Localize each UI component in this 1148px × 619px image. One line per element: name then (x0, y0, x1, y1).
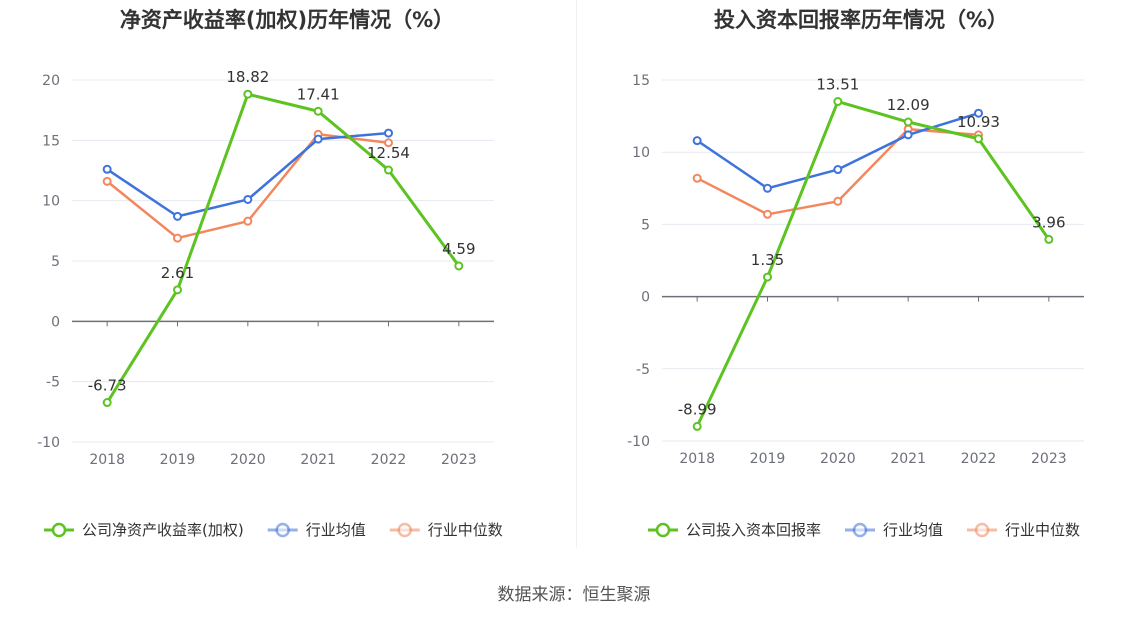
data-point-median (692, 173, 702, 183)
x-tick-label: 2019 (160, 452, 196, 468)
data-point-company (974, 134, 983, 144)
data-point-median (833, 196, 843, 206)
chart-roe-svg: -10 -5 0 5 10 15 20 2018 2019 2020 2021 2022 2023 -6.… (37, 68, 503, 539)
x-tick-label: 2020 (230, 452, 266, 468)
data-point-avg (243, 194, 253, 204)
data-label: 4.59 (442, 240, 475, 258)
x-tick-label: 2018 (89, 452, 125, 468)
y-tick-label: -10 (37, 435, 60, 451)
data-point-median (173, 233, 182, 243)
data-label: 18.82 (226, 68, 269, 86)
data-point-company (833, 97, 843, 107)
data-point-avg (384, 128, 393, 138)
data-point-avg (173, 211, 182, 221)
chart-title: 投入资本回报率历年情况（%） (713, 8, 1009, 32)
legend-marker-median (974, 522, 990, 538)
chart-panel-roe: 净资产收益率(加权)历年情况（%） -10 -5 0 5 10 15 20 2018 2019 2… (0, 0, 574, 560)
x-tick-label: 2020 (820, 451, 856, 467)
chart-title: 净资产收益率(加权)历年情况（%） (119, 8, 455, 32)
legend-marker-avg (852, 522, 868, 538)
data-label: -6.73 (88, 377, 127, 395)
data-point-median (102, 176, 112, 186)
data-point-company (384, 165, 393, 175)
x-tick-label: 2023 (441, 452, 477, 468)
data-point-company (692, 421, 702, 431)
series-line-company (105, 92, 461, 404)
data-point-company (102, 398, 112, 408)
data-point-median (243, 216, 253, 226)
data-label: 3.96 (1032, 213, 1065, 231)
data-point-median (763, 209, 772, 219)
legend-label-median: 行业中位数 (428, 521, 503, 539)
data-label: 12.09 (887, 96, 930, 114)
x-tick-label: 2023 (1031, 451, 1067, 467)
legend-label-avg: 行业均值 (883, 521, 943, 539)
legend-label-avg: 行业均值 (306, 521, 366, 539)
y-tick-label: 10 (42, 194, 60, 210)
x-tick-label: 2018 (679, 451, 715, 467)
data-point-avg (833, 165, 843, 175)
x-tick-label: 2022 (961, 451, 997, 467)
x-tick-label: 2022 (371, 452, 407, 468)
y-tick-label: 15 (42, 133, 60, 149)
y-tick-label: -5 (46, 375, 60, 391)
data-label: 17.41 (297, 85, 340, 103)
legend-marker-company (655, 522, 671, 538)
y-tick-label: 0 (641, 290, 650, 306)
data-point-company (243, 89, 253, 99)
data-label: 13.51 (816, 76, 859, 94)
data-point-company (173, 285, 182, 295)
series-line-company (695, 100, 1051, 428)
x-tick-label: 2021 (890, 451, 926, 467)
data-source-label: 数据来源：恒生聚源 (497, 585, 651, 605)
legend-marker-company (51, 522, 67, 538)
data-point-company (1044, 234, 1054, 244)
data-point-avg (692, 136, 702, 146)
data-point-avg (102, 164, 112, 174)
data-point-avg (974, 108, 983, 118)
data-point-company (903, 117, 913, 127)
y-tick-label: -10 (627, 434, 650, 450)
y-tick-label: 15 (632, 73, 650, 89)
x-tick-label: 2021 (300, 452, 336, 468)
chart-roic-svg: -10 -5 0 5 10 15 2018 2019 2020 2021 2022 2023 -8.99… (627, 73, 1084, 539)
chart-panel-roic: 投入资本回报率历年情况（%） -10 -5 0 5 10 15 2018 2019 2020 20… (574, 0, 1148, 560)
data-point-avg (313, 134, 323, 144)
data-label: 1.35 (751, 251, 784, 269)
data-point-company (454, 261, 464, 271)
panel-divider (576, 0, 577, 548)
series-line-avg (696, 112, 979, 190)
data-label: 2.61 (161, 264, 194, 282)
data-point-avg (763, 183, 772, 193)
data-point-company (313, 106, 323, 116)
y-tick-label: 0 (51, 314, 60, 330)
y-tick-label: 10 (632, 145, 650, 161)
data-label: 10.93 (957, 113, 1000, 131)
y-tick-label: 5 (641, 217, 650, 233)
x-tick-label: 2019 (750, 451, 786, 467)
data-label: 12.54 (367, 144, 410, 162)
legend-label-company: 公司投入资本回报率 (686, 521, 821, 539)
data-point-median (384, 138, 393, 148)
legend-marker-median (397, 522, 412, 538)
data-label: -8.99 (678, 400, 717, 418)
data-point-avg (903, 130, 913, 140)
y-tick-label: 20 (42, 73, 60, 89)
y-tick-label: -5 (636, 362, 650, 378)
legend-label-median: 行业中位数 (1005, 521, 1080, 539)
legend-marker-avg (275, 522, 290, 538)
data-point-company (763, 272, 772, 282)
legend-label-company: 公司净资产收益率(加权) (82, 521, 244, 539)
y-tick-label: 5 (51, 254, 60, 270)
